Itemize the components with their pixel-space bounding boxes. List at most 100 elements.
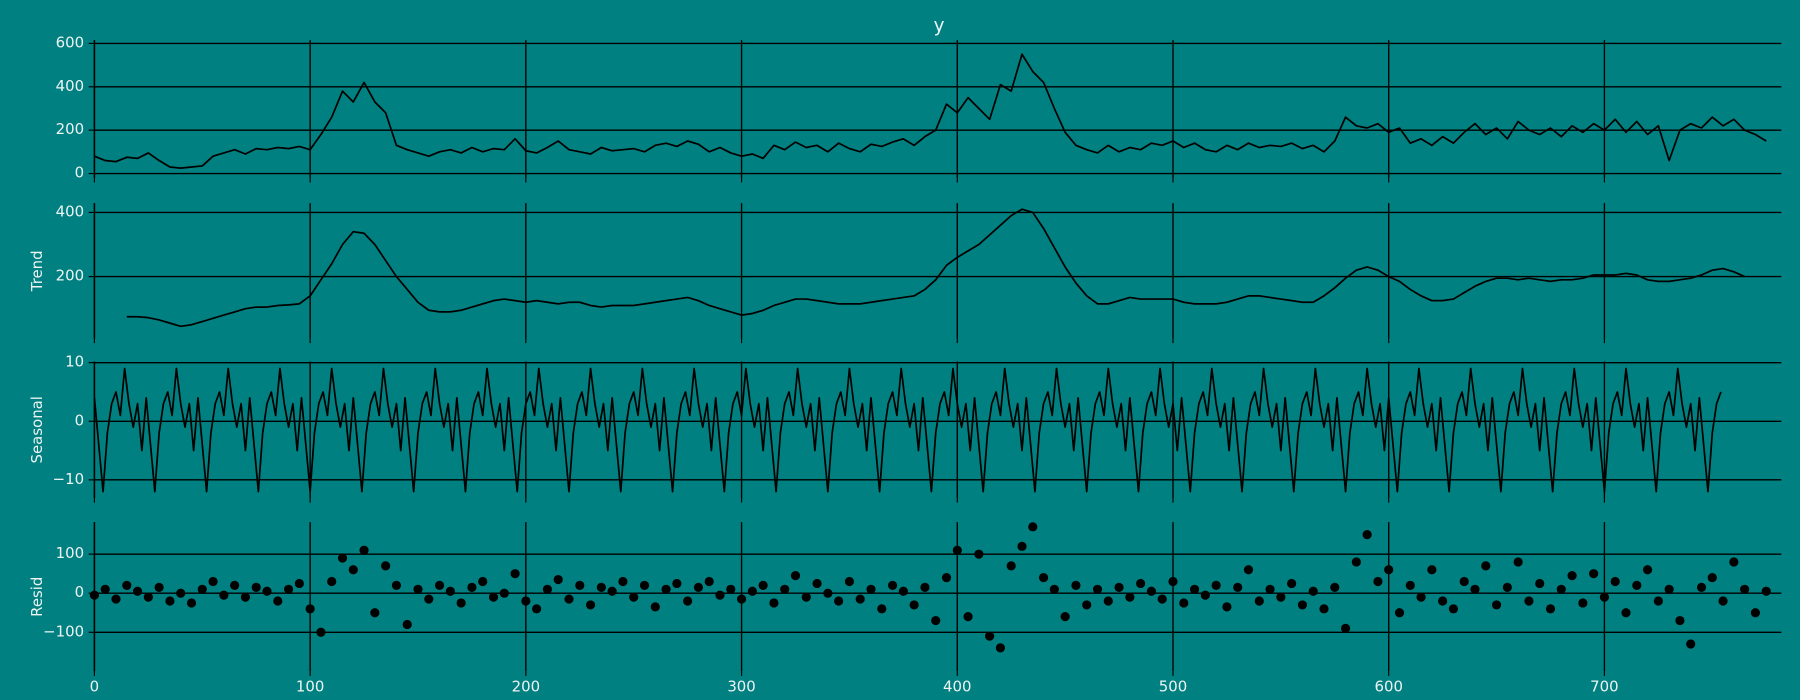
x-tick-label: 500 xyxy=(1159,677,1187,695)
resid-point xyxy=(1082,600,1092,610)
resid-point xyxy=(89,590,100,600)
y-tick-label: 400 xyxy=(56,77,84,95)
resid-point xyxy=(445,586,455,596)
resid-point xyxy=(1071,580,1081,590)
resid-point xyxy=(1696,582,1707,592)
resid-point xyxy=(769,598,779,608)
resid-point xyxy=(510,569,520,579)
resid-point xyxy=(1675,615,1685,626)
y-axis-label: Resid xyxy=(28,577,46,617)
resid-point xyxy=(1340,623,1351,633)
resid-point xyxy=(283,584,294,594)
resid-point xyxy=(758,580,768,590)
resid-point xyxy=(780,584,790,594)
resid-point xyxy=(424,594,434,604)
resid-point xyxy=(1265,584,1275,594)
y-tick-label: 0 xyxy=(75,411,84,429)
resid-point xyxy=(1060,612,1070,622)
chart-title: y xyxy=(934,15,945,36)
y-tick-label: −10 xyxy=(53,470,84,488)
resid-point xyxy=(985,631,995,641)
resid-point xyxy=(1362,530,1372,540)
resid-point xyxy=(1017,541,1027,551)
resid-point xyxy=(1470,584,1480,594)
resid-point xyxy=(1351,557,1361,567)
resid-point xyxy=(1168,576,1178,587)
resid-point xyxy=(1556,584,1566,594)
resid-point xyxy=(165,596,175,606)
resid-point xyxy=(1189,584,1200,594)
resid-point xyxy=(402,619,412,630)
resid-point xyxy=(1642,565,1653,575)
resid-point xyxy=(1308,586,1318,596)
resid-point xyxy=(1287,578,1297,589)
data-line xyxy=(94,53,1767,169)
resid-point xyxy=(1114,582,1124,592)
resid-point xyxy=(1416,592,1426,602)
resid-point xyxy=(887,580,898,590)
resid-point xyxy=(1535,578,1545,589)
data-line xyxy=(93,367,1722,493)
resid-point xyxy=(434,580,445,590)
resid-point xyxy=(650,602,660,612)
resid-point xyxy=(488,592,499,602)
resid-point xyxy=(1092,584,1103,594)
resid-point xyxy=(348,565,358,575)
resid-point xyxy=(521,596,531,606)
resid-point xyxy=(726,584,736,594)
resid-point xyxy=(1707,572,1717,583)
x-tick-label: 200 xyxy=(512,677,540,695)
resid-point xyxy=(941,572,952,583)
resid-point xyxy=(1438,596,1448,606)
resid-point xyxy=(1405,580,1415,590)
resid-point xyxy=(1459,576,1469,587)
resid-point xyxy=(154,582,164,592)
x-tick-label: 300 xyxy=(727,677,755,695)
resid-point xyxy=(1545,604,1556,614)
resid-point xyxy=(359,545,369,555)
resid-point xyxy=(575,580,585,590)
resid-point xyxy=(1319,604,1329,614)
resid-point xyxy=(672,578,682,589)
resid-point xyxy=(1179,598,1189,608)
resid-point xyxy=(467,582,477,592)
resid-point xyxy=(639,580,650,590)
resid-point xyxy=(1621,608,1631,618)
resid-point xyxy=(1211,580,1221,590)
resid-point xyxy=(801,592,811,602)
resid-point xyxy=(197,584,207,594)
resid-point xyxy=(1049,584,1059,594)
resid-point xyxy=(1330,582,1340,592)
resid-point xyxy=(478,576,488,587)
resid-point xyxy=(1578,598,1588,608)
resid-point xyxy=(812,578,822,589)
y-tick-label: −100 xyxy=(43,622,84,640)
resid-point xyxy=(866,584,876,594)
resid-point xyxy=(1243,565,1254,575)
resid-point xyxy=(736,594,747,604)
x-tick-label: 600 xyxy=(1374,677,1402,695)
resid-point xyxy=(1222,602,1232,612)
resid-point xyxy=(693,582,704,592)
resid-point xyxy=(629,592,639,602)
resid-point xyxy=(176,588,186,598)
resid-point xyxy=(995,643,1006,653)
data-line xyxy=(126,208,1745,328)
resid-point xyxy=(370,608,380,618)
resid-point xyxy=(1448,604,1459,614)
resid-point xyxy=(1006,561,1016,571)
resid-point xyxy=(1233,582,1243,592)
resid-point xyxy=(1384,565,1394,575)
resid-point xyxy=(1761,586,1771,596)
resid-point xyxy=(1146,586,1157,596)
resid-point xyxy=(1103,596,1113,606)
y-axis-label: Trend xyxy=(28,250,46,292)
resid-point xyxy=(122,580,132,590)
resid-point xyxy=(1502,582,1512,592)
resid-point xyxy=(316,627,326,637)
resid-point xyxy=(963,612,973,622)
y-tick-label: 10 xyxy=(65,353,84,371)
resid-point xyxy=(305,604,315,614)
resid-point xyxy=(456,598,466,608)
